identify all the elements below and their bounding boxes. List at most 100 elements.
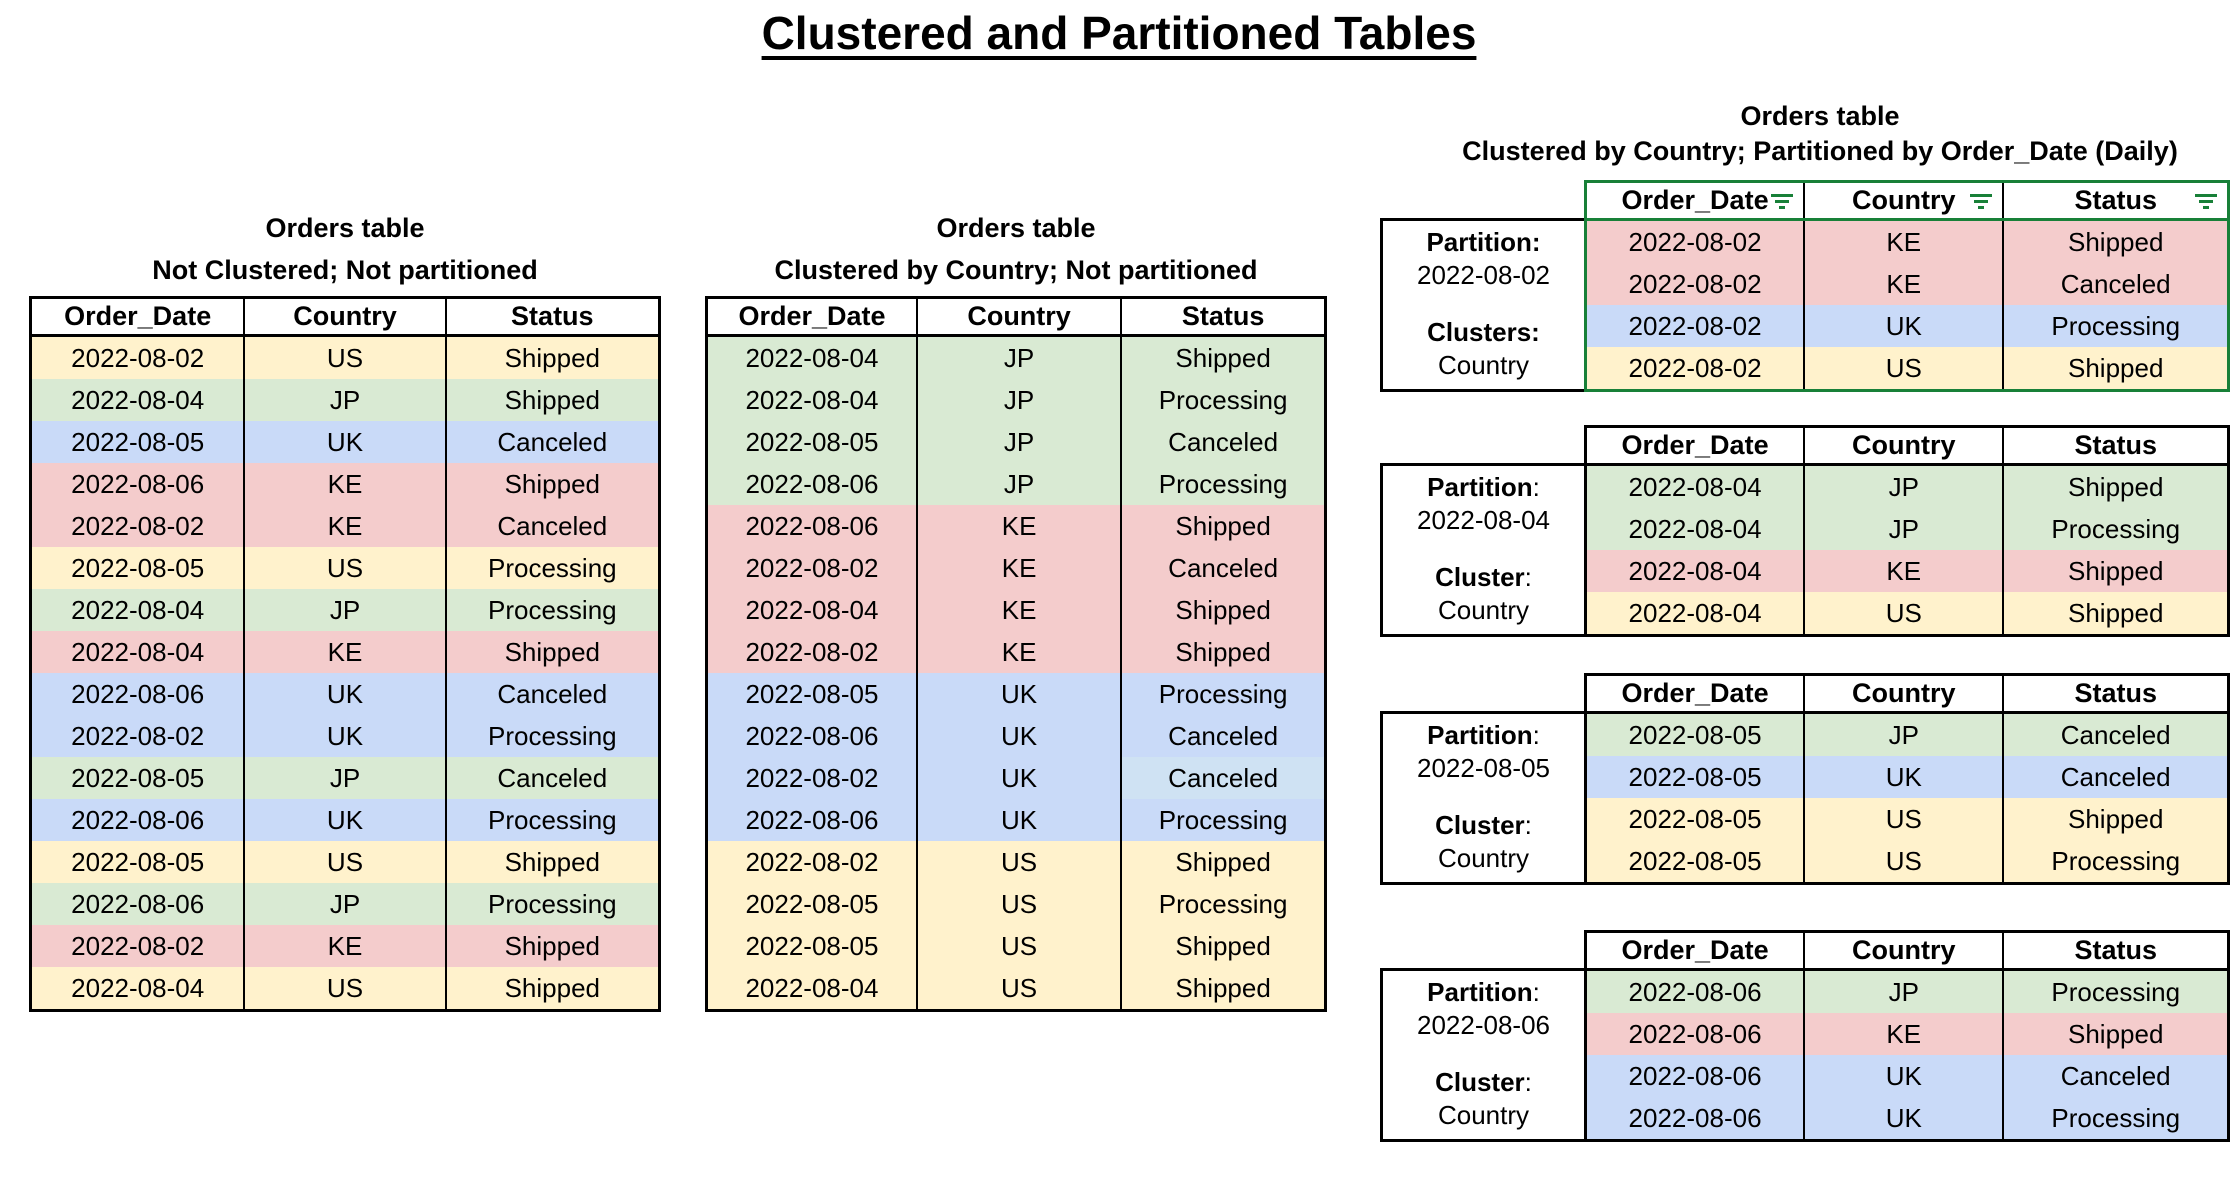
cell-order-date: 2022-08-05 (706, 421, 917, 463)
table-row: 2022-08-05 UK Processing (706, 673, 1326, 715)
partition-label-cell: Partition: 2022-08-02 Clusters: Country (1380, 218, 1584, 392)
cell-order-date: 2022-08-04 (30, 589, 245, 631)
cell-order-date: 2022-08-02 (706, 631, 917, 673)
orders-table-clustered-group: Orders table Clustered by Country; Not p… (705, 214, 1327, 1012)
column-header-order-date: Order_Date (1585, 931, 1805, 971)
cell-country: UK (915, 715, 1122, 757)
orders-table-clustered-title: Orders table (936, 213, 1096, 243)
partition-label-cell: Partition: 2022-08-06 Cluster: Country (1380, 968, 1584, 1142)
cell-country: JP (915, 463, 1122, 505)
cell-country: UK (915, 673, 1122, 715)
table-row: 2022-08-02 US Shipped (30, 335, 660, 379)
table-row: 2022-08-05 JP Canceled (706, 421, 1326, 463)
cell-country: US (243, 335, 446, 379)
cell-country: KE (1803, 550, 2004, 592)
partition-label-cell: Partition: 2022-08-05 Cluster: Country (1380, 711, 1584, 885)
cell-status: Shipped (2002, 798, 2229, 840)
partition-table-2022-08-06: Order_Date Country Status 2022-08-06 JP Proc… (1584, 930, 2230, 1142)
table-row: 2022-08-02 US Shipped (706, 841, 1326, 883)
table-row: 2022-08-05 JP Canceled (30, 757, 660, 799)
column-header-order-date: Order_Date (1585, 674, 1805, 714)
cell-status: Canceled (444, 421, 660, 463)
table-row: 2022-08-06 JP Processing (706, 463, 1326, 505)
cell-order-date: 2022-08-05 (30, 757, 245, 799)
cell-status: Canceled (2002, 712, 2229, 756)
cell-order-date: 2022-08-02 (706, 841, 917, 883)
table-row: 2022-08-06 UK Processing (30, 799, 660, 841)
table-row: 2022-08-05 US Processing (1585, 840, 2229, 884)
cell-status: Canceled (444, 673, 660, 715)
table-row: 2022-08-06 KE Shipped (706, 505, 1326, 547)
table-row: 2022-08-04 JP Processing (30, 589, 660, 631)
cell-status: Processing (1120, 379, 1326, 421)
partition-block-2022-08-02: Partition: 2022-08-02 Clusters: Country … (1380, 180, 2230, 392)
cell-status: Shipped (444, 463, 660, 505)
cell-country: US (1803, 840, 2004, 884)
table-row: 2022-08-02 KE Shipped (30, 925, 660, 967)
cell-country: US (243, 967, 446, 1011)
cell-status: Canceled (1120, 757, 1326, 799)
filter-icon[interactable] (2194, 193, 2218, 210)
table-row: 2022-08-02 US Shipped (1585, 347, 2229, 391)
cell-order-date: 2022-08-04 (1585, 464, 1805, 508)
cell-order-date: 2022-08-04 (1585, 508, 1805, 550)
cell-order-date: 2022-08-02 (1585, 263, 1805, 305)
cell-order-date: 2022-08-05 (1585, 840, 1805, 884)
cell-country: JP (915, 421, 1122, 463)
cell-country: US (1803, 347, 2004, 391)
table-row: 2022-08-04 JP Shipped (30, 379, 660, 421)
cell-order-date: 2022-08-06 (706, 463, 917, 505)
cell-status: Shipped (444, 631, 660, 673)
cell-status: Shipped (2002, 550, 2229, 592)
table-row: 2022-08-02 KE Canceled (706, 547, 1326, 589)
table-row: 2022-08-05 US Processing (706, 883, 1326, 925)
cell-order-date: 2022-08-04 (1585, 592, 1805, 636)
page-title: Clustered and Partitioned Tables (761, 7, 1477, 59)
table-row: 2022-08-04 US Shipped (1585, 592, 2229, 636)
cluster-info: Cluster: Country (1383, 809, 1584, 875)
cell-country: UK (243, 799, 446, 841)
cell-order-date: 2022-08-05 (706, 673, 917, 715)
cell-status: Processing (444, 883, 660, 925)
cell-status: Processing (2002, 305, 2229, 347)
cell-status: Processing (1120, 463, 1326, 505)
cluster-value: Country (1437, 595, 1530, 625)
cell-status: Shipped (2002, 592, 2229, 636)
cluster-info: Cluster: Country (1383, 561, 1584, 627)
table-row: 2022-08-02 UK Processing (30, 715, 660, 757)
cell-country: US (1803, 592, 2004, 636)
cell-status: Canceled (2002, 263, 2229, 305)
table-row: 2022-08-04 KE Shipped (30, 631, 660, 673)
cell-country: KE (243, 925, 446, 967)
cell-order-date: 2022-08-05 (1585, 798, 1805, 840)
table-row: 2022-08-06 UK Canceled (30, 673, 660, 715)
cell-status: Shipped (444, 335, 660, 379)
cell-status: Shipped (1120, 631, 1326, 673)
cell-order-date: 2022-08-06 (706, 505, 917, 547)
cell-country: US (915, 883, 1122, 925)
table-row: 2022-08-05 US Processing (30, 547, 660, 589)
cell-country: JP (1803, 464, 2004, 508)
partition-value: 2022-08-05 (1417, 753, 1550, 783)
cell-status: Processing (444, 799, 660, 841)
cell-status: Processing (1120, 883, 1326, 925)
cell-country: UK (1803, 1055, 2004, 1097)
cell-status: Shipped (444, 967, 660, 1011)
cell-order-date: 2022-08-02 (30, 925, 245, 967)
table-row: 2022-08-04 KE Shipped (1585, 550, 2229, 592)
partition-block-2022-08-04: Partition: 2022-08-04 Cluster: Country O… (1380, 425, 2230, 637)
cell-order-date: 2022-08-02 (1585, 219, 1805, 263)
partition-info: Partition: 2022-08-05 (1383, 719, 1584, 785)
filter-icon[interactable] (1969, 193, 1993, 210)
cell-order-date: 2022-08-05 (30, 421, 245, 463)
filter-icon[interactable] (1770, 193, 1794, 210)
cell-country: KE (1803, 1013, 2004, 1055)
partition-value: 2022-08-06 (1417, 1010, 1550, 1040)
cell-country: US (915, 967, 1122, 1011)
cell-status: Processing (444, 547, 660, 589)
cell-status: Shipped (2002, 219, 2229, 263)
table-row: 2022-08-06 UK Canceled (1585, 1055, 2229, 1097)
cell-country: UK (243, 673, 446, 715)
cell-order-date: 2022-08-06 (30, 463, 245, 505)
